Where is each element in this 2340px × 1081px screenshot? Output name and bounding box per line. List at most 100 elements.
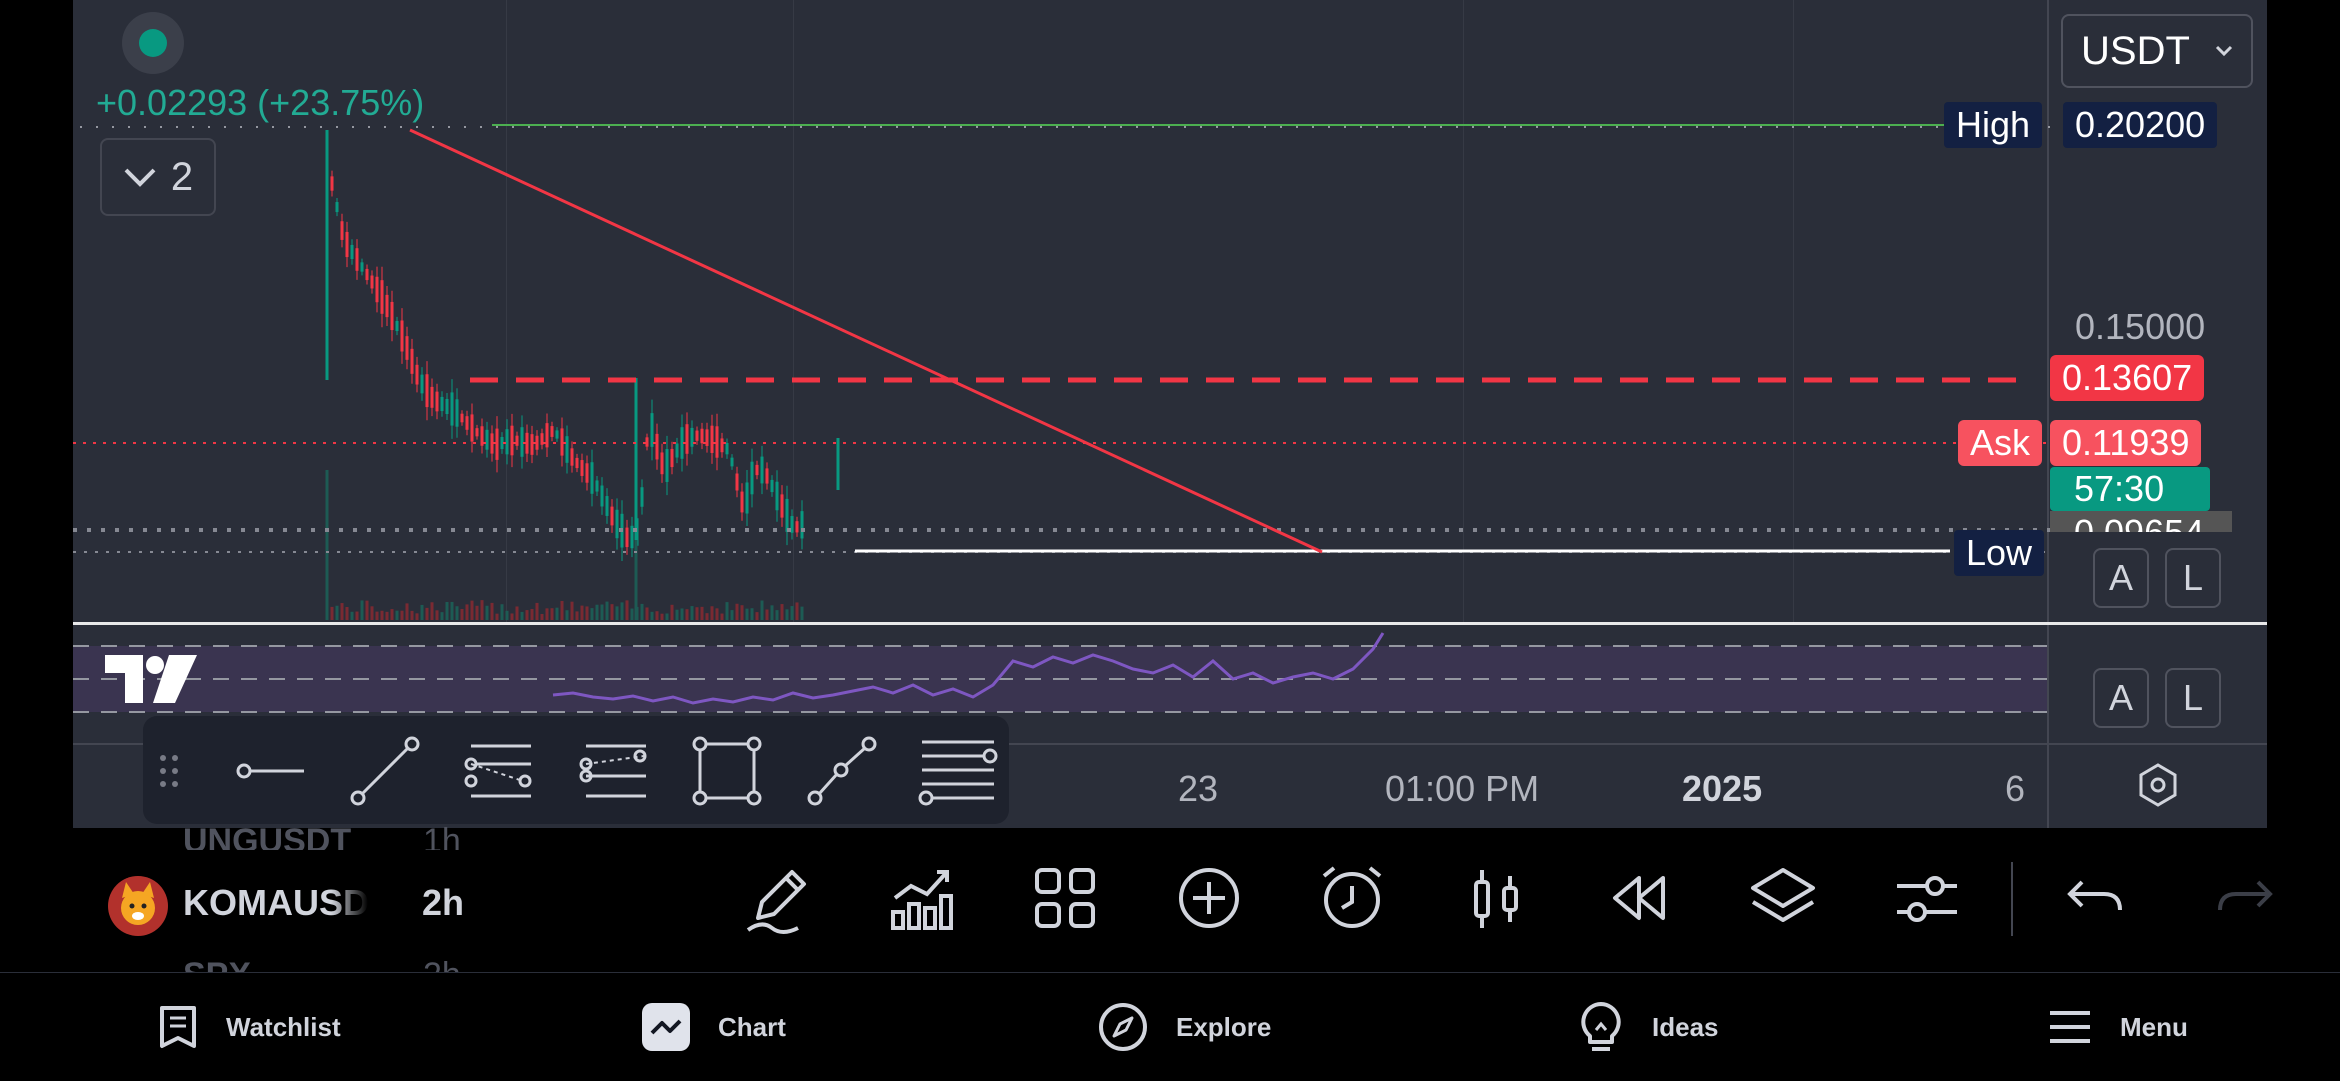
- volume-bar: [665, 613, 669, 620]
- volume-bar: [520, 611, 524, 620]
- volume-bar: [550, 608, 554, 620]
- candle-body: [530, 434, 534, 455]
- candle-body: [770, 479, 774, 493]
- nav-chart-label: Chart: [718, 1011, 786, 1042]
- symbol-name[interactable]: KOMAUSDT: [183, 882, 368, 923]
- replay-icon[interactable]: [1599, 858, 1679, 938]
- compass-icon: [1099, 1003, 1147, 1051]
- grid-layout-icon[interactable]: [1025, 858, 1105, 938]
- volume-bar: [580, 605, 584, 620]
- watchlist-next-interval: 2h: [423, 956, 461, 972]
- watchlist-prev-symbol[interactable]: UNGUSDT: [183, 822, 352, 850]
- layers-icon[interactable]: [1743, 858, 1823, 938]
- candle-body: [510, 425, 514, 456]
- candle-body: [360, 262, 364, 272]
- candle-body: [730, 457, 734, 467]
- chart-nav-icon: [642, 1003, 690, 1051]
- currency-selector[interactable]: USDT: [2061, 14, 2253, 88]
- candle-body: [410, 348, 414, 374]
- volume-bar: [330, 606, 334, 620]
- plus-circle-icon[interactable]: [1169, 858, 1249, 938]
- path-tool-icon[interactable]: [807, 736, 877, 806]
- volume-bar: [430, 602, 434, 620]
- rsi-log-scale-button[interactable]: L: [2165, 668, 2221, 728]
- volume-bar: [750, 608, 754, 620]
- nav-ideas[interactable]: Ideas: [1578, 973, 1719, 1081]
- time-label: 23: [1178, 768, 1219, 809]
- pane-separator[interactable]: [73, 622, 2267, 625]
- candles-icon[interactable]: [1456, 858, 1536, 938]
- pitchfork-tool-icon[interactable]: [578, 736, 648, 806]
- time-label: 2025: [1682, 768, 1763, 809]
- candle-body: [470, 414, 474, 442]
- candle-body: [575, 457, 579, 469]
- alarm-clock-icon[interactable]: [1312, 858, 1392, 938]
- time-label: 01:00 PM: [1385, 768, 1540, 809]
- volume-bar: [360, 600, 364, 620]
- chart-indicators-icon[interactable]: [881, 858, 961, 938]
- candle-body: [680, 427, 684, 459]
- candle-body: [630, 525, 634, 549]
- candle-body: [350, 244, 354, 260]
- nav-chart[interactable]: Chart: [642, 973, 786, 1081]
- candle-body: [430, 386, 434, 408]
- horizontal-ray-tool-icon[interactable]: [236, 736, 306, 806]
- nav-watchlist[interactable]: Watchlist: [158, 973, 341, 1081]
- interval-selector[interactable]: 2h: [422, 882, 465, 923]
- volume-bar: [515, 606, 519, 620]
- settings-sliders-icon[interactable]: [1887, 858, 1967, 938]
- last-price-tag: 0.09654: [2050, 511, 2232, 532]
- candle-body: [390, 301, 394, 331]
- pencil-icon[interactable]: [738, 858, 818, 938]
- volume-bar: [535, 602, 539, 620]
- parallel-channel-tool-icon[interactable]: [463, 736, 533, 806]
- volume-bar: [395, 610, 399, 620]
- volume-bar: [510, 613, 514, 620]
- bottom-navigation: Watchlist Chart Explore Ideas Menu: [0, 972, 2340, 1081]
- bar-countdown: 57:30: [2074, 468, 2165, 509]
- volume-bar: [505, 610, 509, 620]
- volume-bar: [355, 611, 359, 620]
- high-price-tag: 0.20200: [2063, 102, 2218, 148]
- nav-explore[interactable]: Explore: [1098, 973, 1271, 1081]
- candle-body: [500, 436, 504, 450]
- volume-bar: [400, 610, 404, 620]
- chart-overlays: [73, 124, 2050, 554]
- market-open-dot: [139, 29, 167, 57]
- candle-body: [425, 374, 429, 408]
- candle-body: [800, 511, 804, 539]
- auto-scale-button[interactable]: A: [2093, 548, 2149, 608]
- drag-handle-icon[interactable]: [157, 736, 181, 806]
- nav-menu[interactable]: Menu: [2048, 973, 2188, 1081]
- candle-body: [725, 443, 729, 455]
- volume-bar: [675, 609, 679, 620]
- trend-line-tool-icon[interactable]: [350, 736, 420, 806]
- volume-bar: [530, 609, 534, 620]
- volume-bar: [540, 613, 544, 620]
- undo-icon[interactable]: [2058, 858, 2138, 938]
- lightbulb-icon: [1581, 1002, 1621, 1051]
- candle-body: [375, 276, 379, 303]
- watchlist-next-symbol[interactable]: SPX: [183, 956, 251, 972]
- candle-body: [690, 427, 694, 447]
- log-scale-button[interactable]: L: [2165, 548, 2221, 608]
- candle-body: [710, 425, 714, 453]
- volume-bar: [780, 604, 784, 620]
- volume-bar: [600, 604, 604, 620]
- candle-body: [665, 449, 669, 482]
- volume-bar: [335, 605, 339, 620]
- rsi-auto-scale-button[interactable]: A: [2093, 668, 2149, 728]
- volume-bar: [365, 600, 369, 620]
- candle-body: [490, 433, 494, 454]
- indicators-collapse-button[interactable]: 2: [100, 138, 216, 216]
- redo-icon[interactable]: [2202, 858, 2282, 938]
- volume-bar: [350, 611, 354, 620]
- candle-body: [570, 448, 574, 466]
- volume-bar: [755, 612, 759, 620]
- market-status-indicator[interactable]: [122, 12, 184, 74]
- rectangle-tool-icon[interactable]: [692, 736, 762, 806]
- candle-body: [625, 527, 629, 548]
- time-label: 6: [2005, 768, 2026, 809]
- fib-retracement-tool-icon[interactable]: [918, 736, 998, 806]
- chart-settings-hex-icon[interactable]: [2138, 762, 2178, 808]
